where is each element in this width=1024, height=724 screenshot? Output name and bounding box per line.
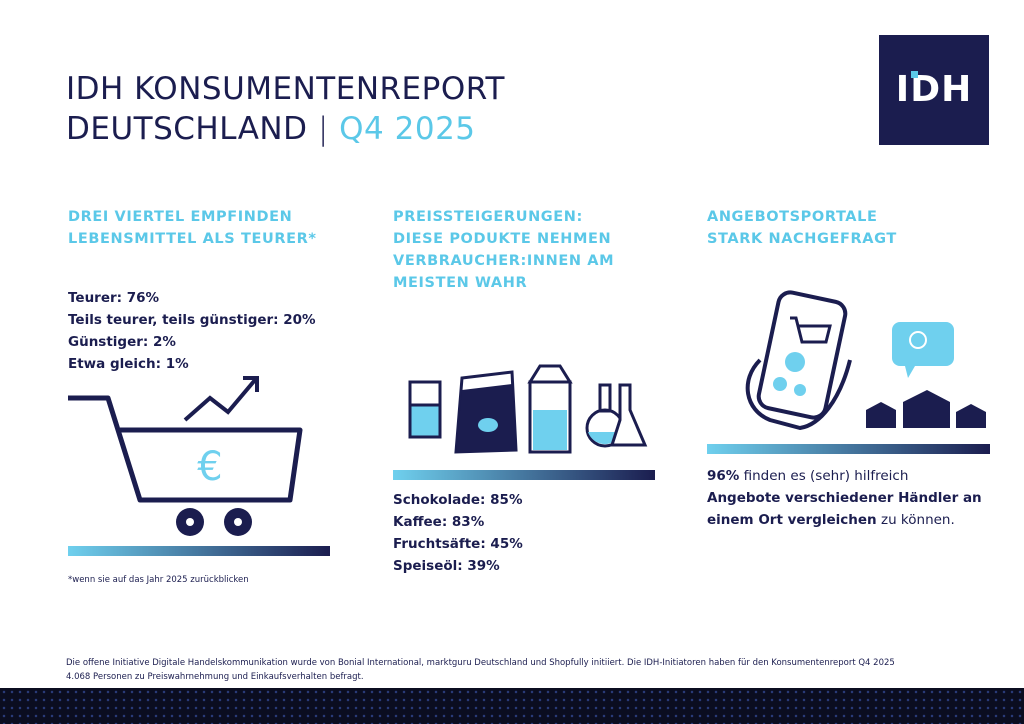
heading-line: DIESE PODUKTE NEHMEN — [393, 231, 612, 247]
stat-list: Teurer: 76% Teils teurer, teils günstige… — [68, 287, 316, 375]
title-line: DEUTSCHLAND | Q4 2025 — [66, 110, 476, 148]
footer-line: 4.068 Personen zu Preiswahrnehmung und E… — [66, 672, 364, 682]
stat-item: Kaffee: 83% — [393, 514, 485, 530]
gradient-bar — [68, 546, 330, 556]
column-heading: ANGEBOTSPORTALE STARK NACHGEFRAGT — [707, 206, 897, 250]
svg-text:€: € — [197, 444, 222, 490]
separator: | — [317, 111, 329, 147]
stat-item: Günstiger: 2% — [68, 334, 176, 350]
highlight: 96% — [707, 468, 740, 484]
heading-line: ANGEBOTSPORTALE — [707, 209, 878, 225]
stat-text: 96% finden es (sehr) hilfreich Angebote v… — [707, 465, 997, 531]
heading-line: DREI VIERTEL EMPFINDEN — [68, 209, 293, 225]
stat-list: Schokolade: 85% Kaffee: 83% Fruchtsäfte:… — [393, 489, 523, 577]
heading-line: LEBENSMITTEL ALS TEURER* — [68, 231, 317, 247]
heading-line: STARK NACHGEFRAGT — [707, 231, 897, 247]
heading-line: MEISTEN WAHR — [393, 275, 528, 291]
footer-line: Die offene Initiative Digitale Handelsko… — [66, 658, 895, 668]
title-line: IDH KONSUMENTENREPORT — [66, 71, 505, 107]
stat-item: Teils teurer, teils günstiger: 20% — [68, 312, 316, 328]
gradient-bar — [393, 470, 655, 480]
stat-item: Fruchtsäfte: 45% — [393, 536, 523, 552]
logo-box: IDH — [879, 35, 989, 145]
text-part: finden es (sehr) hilfreich — [739, 468, 909, 484]
heading-line: VERBRAUCHER:INNEN AM — [393, 253, 615, 269]
logo-dot — [911, 71, 918, 78]
product-icons — [408, 364, 648, 454]
title-text: DEUTSCHLAND — [66, 111, 308, 147]
bottom-band — [0, 688, 1024, 724]
text-part: zu können. — [876, 512, 955, 528]
column-heading: DREI VIERTEL EMPFINDEN LEBENSMITTEL ALS … — [68, 206, 317, 250]
gradient-bar — [707, 444, 990, 454]
stat-item: Speiseöl: 39% — [393, 558, 500, 574]
column-heading: PREISSTEIGERUNGEN: DIESE PODUKTE NEHMEN … — [393, 206, 614, 294]
cart-icon: € — [68, 376, 303, 536]
stat-item: Schokolade: 85% — [393, 492, 523, 508]
heading-line: PREISSTEIGERUNGEN: — [393, 209, 583, 225]
portal-icons — [745, 290, 986, 431]
title-period: Q4 2025 — [339, 111, 476, 147]
stat-item: Teurer: 76% — [68, 290, 160, 306]
stat-item: Etwa gleich: 1% — [68, 356, 189, 372]
logo-text: IDH — [895, 69, 973, 110]
footer-text: Die offene Initiative Digitale Handelsko… — [66, 656, 996, 684]
bold-text: Angebote verschiedener Händler an einem … — [707, 490, 982, 528]
footnote: *wenn sie auf das Jahr 2025 zurückblicke… — [68, 575, 249, 585]
